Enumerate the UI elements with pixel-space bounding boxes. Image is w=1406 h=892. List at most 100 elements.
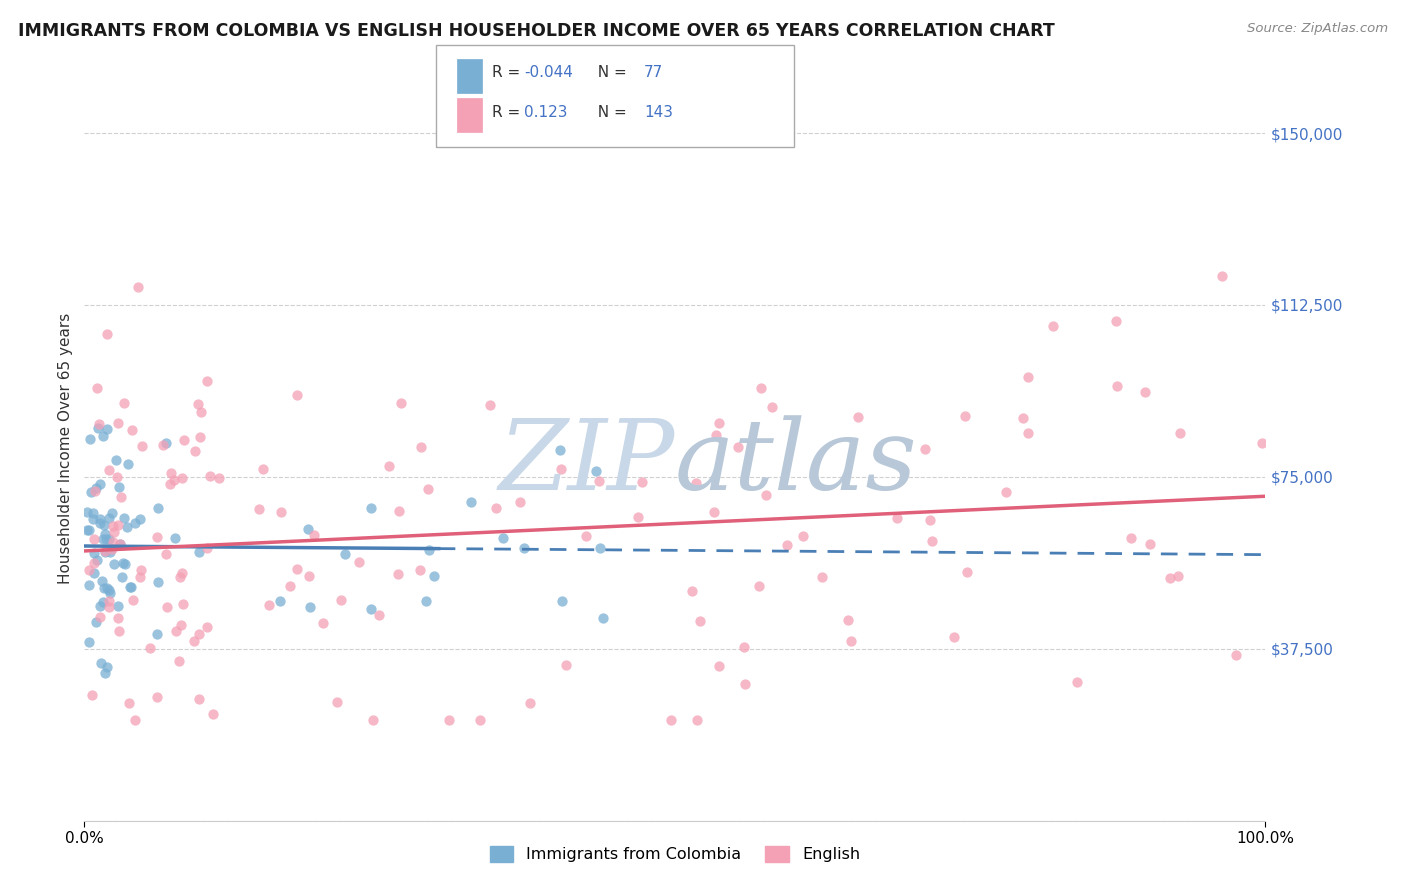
Point	[761, 401, 783, 415]
Point	[83, 566, 105, 580]
Point	[437, 713, 460, 727]
Point	[195, 620, 218, 634]
Point	[86, 381, 108, 395]
Point	[519, 696, 541, 710]
Point	[77, 578, 100, 592]
Point	[409, 440, 432, 454]
Point	[165, 532, 187, 546]
Point	[550, 462, 572, 476]
Point	[661, 713, 683, 727]
Point	[886, 510, 908, 524]
Point	[87, 417, 110, 431]
Point	[755, 488, 778, 502]
Point	[1017, 370, 1039, 384]
Point	[686, 713, 709, 727]
Point	[360, 500, 382, 515]
Text: 0.123: 0.123	[524, 105, 568, 120]
Point	[776, 538, 799, 552]
Point	[105, 469, 128, 483]
Point	[103, 518, 125, 533]
Point	[89, 516, 111, 530]
Point	[183, 633, 205, 648]
Y-axis label: Householder Income Over 65 years: Householder Income Over 65 years	[58, 312, 73, 584]
Text: R =: R =	[492, 65, 526, 79]
Point	[103, 535, 125, 549]
Point	[90, 656, 112, 670]
Point	[107, 417, 129, 431]
Point	[114, 558, 136, 572]
Point	[94, 544, 117, 558]
Point	[409, 563, 432, 577]
Point	[82, 512, 104, 526]
Text: IMMIGRANTS FROM COLOMBIA VS ENGLISH HOUSEHOLDER INCOME OVER 65 YEARS CORRELATION: IMMIGRANTS FROM COLOMBIA VS ENGLISH HOUS…	[18, 22, 1054, 40]
Point	[269, 594, 291, 608]
Point	[111, 570, 134, 584]
Point	[388, 504, 411, 518]
Point	[247, 502, 270, 516]
Point	[112, 511, 135, 525]
Point	[1139, 537, 1161, 551]
Point	[128, 570, 150, 584]
Point	[110, 537, 132, 551]
Point	[110, 537, 132, 551]
Point	[83, 557, 105, 571]
Point	[460, 495, 482, 509]
Point	[118, 696, 141, 710]
Point	[107, 611, 129, 625]
Point	[470, 713, 492, 727]
Text: 143: 143	[644, 105, 673, 120]
Point	[418, 543, 440, 558]
Point	[1121, 531, 1143, 545]
Point	[208, 471, 231, 485]
Point	[748, 579, 770, 593]
Point	[287, 388, 309, 402]
Point	[156, 600, 179, 615]
Point	[1168, 426, 1191, 441]
Point	[83, 484, 105, 499]
Point	[82, 506, 104, 520]
Text: N =: N =	[588, 65, 631, 79]
Point	[187, 397, 209, 411]
Point	[98, 586, 121, 600]
Point	[131, 439, 153, 453]
Point	[115, 519, 138, 533]
Point	[93, 545, 115, 559]
Point	[84, 481, 107, 495]
Point	[163, 473, 186, 487]
Point	[155, 436, 177, 450]
Point	[326, 695, 349, 709]
Point	[548, 443, 571, 458]
Point	[709, 416, 731, 430]
Point	[96, 422, 118, 436]
Point	[329, 593, 352, 607]
Point	[93, 517, 115, 532]
Point	[839, 634, 862, 648]
Point	[333, 547, 356, 561]
Point	[278, 579, 301, 593]
Point	[108, 480, 131, 494]
Point	[190, 405, 212, 419]
Point	[704, 427, 727, 442]
Point	[107, 599, 129, 614]
Point	[87, 420, 110, 434]
Point	[190, 429, 212, 443]
Point	[131, 564, 153, 578]
Point	[89, 599, 111, 614]
Point	[97, 511, 120, 525]
Point	[304, 528, 326, 542]
Point	[588, 475, 610, 489]
Point	[367, 608, 389, 623]
Point	[129, 512, 152, 526]
Point	[485, 500, 508, 515]
Point	[145, 627, 167, 641]
Point	[145, 530, 167, 544]
Point	[170, 471, 193, 485]
Point	[91, 574, 114, 588]
Point	[1133, 384, 1156, 399]
Point	[551, 594, 574, 608]
Point	[124, 516, 146, 530]
Point	[509, 495, 531, 509]
Point	[1159, 571, 1181, 585]
Point	[77, 635, 100, 649]
Point	[112, 556, 135, 570]
